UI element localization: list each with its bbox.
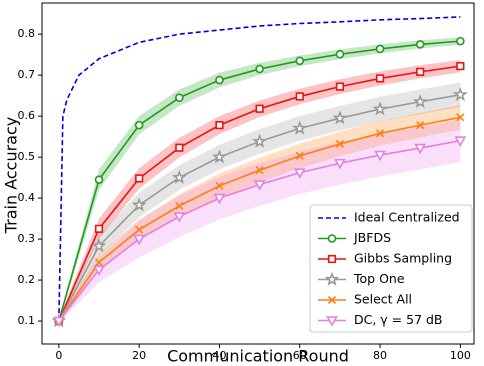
legend-box	[309, 204, 473, 333]
marker	[454, 136, 467, 147]
marker	[414, 143, 427, 155]
marker	[135, 174, 144, 183]
marker	[293, 168, 306, 179]
marker	[375, 44, 385, 54]
y-axis-label: Train Accuracy	[2, 117, 21, 235]
marker	[253, 180, 266, 191]
y-tick-label: 0.1	[18, 314, 36, 327]
marker	[375, 74, 385, 83]
marker	[134, 120, 144, 130]
marker	[131, 197, 147, 212]
marker	[292, 120, 308, 135]
series-line	[58, 16, 461, 322]
x-axis-label: Communication Round	[167, 347, 349, 366]
x-tick-label: 20	[132, 349, 146, 362]
marker	[94, 224, 104, 233]
legend-marker	[324, 271, 340, 286]
marker	[456, 62, 465, 71]
marker	[94, 258, 104, 267]
marker	[93, 265, 105, 276]
marker	[335, 139, 344, 149]
legend: Ideal Centralized JBFDS Gibbs Sampling Top …	[309, 204, 473, 333]
marker	[295, 56, 305, 66]
marker	[175, 201, 184, 210]
marker	[255, 104, 264, 113]
marker	[335, 82, 345, 91]
marker	[295, 151, 304, 160]
marker	[215, 181, 224, 190]
y-tick-label: 0.7	[18, 68, 36, 81]
marker	[173, 212, 186, 223]
marker	[416, 67, 425, 76]
marker	[135, 225, 144, 234]
marker	[91, 238, 107, 253]
marker	[94, 175, 104, 184]
y-tick-label: 0.8	[18, 27, 36, 40]
x-tick-label: 60	[293, 349, 307, 362]
marker	[416, 121, 425, 130]
marker	[335, 49, 345, 59]
marker	[412, 94, 428, 109]
marker	[175, 143, 184, 152]
marker	[372, 101, 388, 116]
marker	[175, 93, 184, 102]
plot-frame	[41, 2, 475, 345]
y-tick-label: 0.3	[18, 232, 36, 245]
marker	[295, 92, 304, 101]
marker	[332, 110, 348, 125]
legend-label: Top One	[353, 271, 405, 286]
plot-area	[51, 16, 468, 328]
marker	[252, 133, 268, 148]
marker	[255, 64, 264, 74]
legend-label: Select All	[354, 292, 412, 307]
marker	[213, 193, 226, 205]
confidence-band	[58, 37, 461, 324]
marker	[456, 113, 465, 122]
confidence-band	[58, 119, 461, 324]
marker	[215, 121, 224, 130]
marker	[452, 87, 468, 102]
marker	[456, 36, 465, 46]
legend-label: Gibbs Sampling	[354, 251, 452, 266]
y-tick-label: 0.5	[18, 150, 36, 163]
y-tick-label: 0.4	[18, 191, 36, 204]
x-tick-label: 0	[55, 349, 62, 362]
marker	[334, 158, 346, 170]
marker	[374, 150, 386, 162]
legend-label: DC, γ = 57 dB	[354, 312, 443, 327]
marker	[415, 40, 425, 49]
marker	[212, 149, 227, 164]
marker	[215, 75, 224, 85]
marker	[171, 169, 187, 184]
legend-label: Ideal Centralized	[354, 210, 460, 225]
y-tick-label: 0.6	[18, 109, 36, 122]
legend-marker	[327, 295, 337, 305]
marker	[133, 234, 146, 246]
x-tick-label: 100	[450, 349, 471, 362]
y-tick-label: 0.2	[18, 273, 36, 286]
marker	[255, 166, 264, 175]
legend-marker	[327, 254, 337, 264]
confidence-band	[58, 105, 461, 324]
x-tick-label: 80	[373, 349, 387, 362]
legend-label: JBFDS	[353, 230, 391, 245]
marker	[375, 129, 385, 138]
legend-marker	[327, 234, 337, 243]
legend-marker	[326, 316, 338, 327]
marker	[52, 316, 65, 328]
x-tick-label: 40	[212, 349, 226, 362]
